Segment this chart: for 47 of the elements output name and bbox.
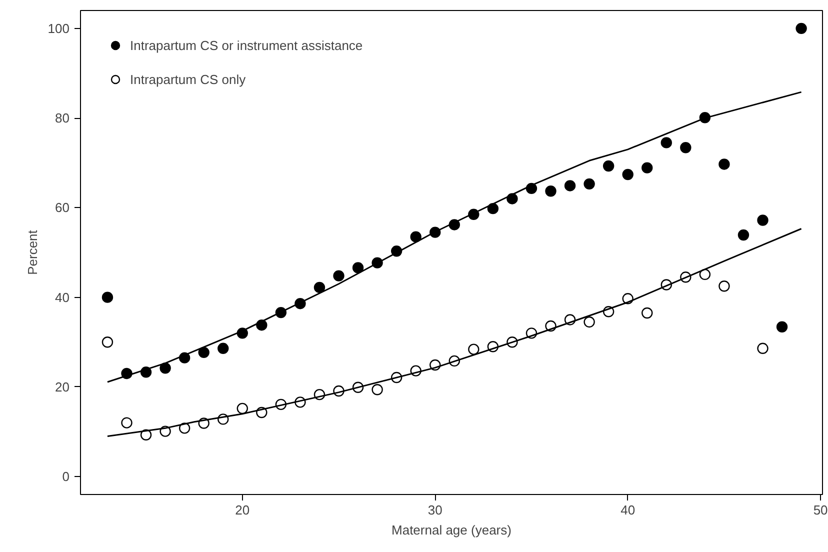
- y-tick-label: 40: [55, 290, 70, 305]
- point: [121, 417, 132, 428]
- point: [218, 342, 229, 354]
- point: [468, 344, 480, 355]
- point: [102, 336, 114, 348]
- point: [796, 22, 807, 34]
- point: [584, 316, 595, 328]
- point: [314, 282, 326, 294]
- y-tick-label: 80: [55, 110, 70, 126]
- y-tick-label: 60: [55, 200, 70, 216]
- y-tick-label: 100: [48, 20, 70, 36]
- point: [545, 186, 556, 197]
- point: [352, 262, 364, 274]
- point: [564, 180, 576, 192]
- x-tick-label: 20: [235, 502, 250, 518]
- point: [757, 214, 768, 226]
- point: [642, 307, 653, 319]
- x-tick-label: 50: [813, 502, 828, 518]
- legend-label: Intrapartum CS only: [130, 72, 246, 86]
- point: [699, 268, 711, 280]
- point: [236, 402, 248, 414]
- x-axis-title: Maternal age (years): [392, 522, 512, 538]
- x-tick-label: 40: [620, 502, 636, 518]
- point: [198, 346, 210, 358]
- y-tick-label: 0: [62, 469, 70, 484]
- point: [680, 142, 692, 154]
- line-series: [106, 91, 802, 383]
- point: [718, 280, 730, 292]
- point: [660, 137, 672, 148]
- point: [622, 168, 634, 180]
- point: [102, 292, 114, 303]
- point: [602, 160, 614, 172]
- point: [584, 178, 595, 190]
- point: [642, 162, 653, 174]
- point: [372, 384, 383, 396]
- legend-label: Intrapartum CS or instrument assistance: [130, 38, 363, 52]
- y-axis-title: Percent: [24, 230, 40, 275]
- point: [738, 229, 750, 241]
- point: [410, 231, 422, 242]
- point: [757, 342, 768, 354]
- point: [776, 321, 788, 332]
- x-tick-label: 30: [428, 502, 442, 518]
- point: [718, 158, 730, 170]
- line-series: [106, 228, 802, 437]
- point: [333, 270, 344, 282]
- y-tick-label: 20: [55, 379, 70, 394]
- point: [160, 362, 171, 374]
